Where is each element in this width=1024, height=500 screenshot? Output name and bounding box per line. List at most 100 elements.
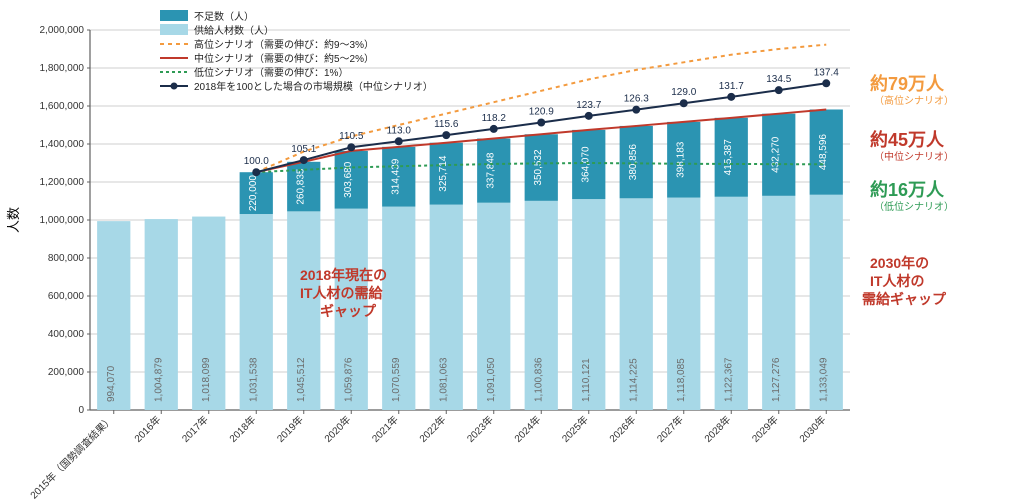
supply-value-label: 1,100,836 (533, 357, 544, 402)
supply-value-label: 1,059,876 (343, 357, 354, 402)
index-point-label: 100.0 (244, 156, 269, 167)
shortage-value-label: 448,596 (818, 134, 829, 171)
ytick-label: 1,400,000 (40, 139, 85, 150)
supply-value-label: 1,018,099 (201, 357, 212, 402)
annotation: 約16万人 (870, 179, 945, 200)
chart-svg: 0200,000400,000600,000800,0001,000,0001,… (0, 0, 1024, 500)
xtick-label: 2017年 (179, 413, 211, 445)
shortage-value-label: 325,714 (438, 155, 449, 192)
supply-value-label: 1,045,512 (296, 357, 307, 402)
index-point-label: 115.6 (434, 119, 459, 130)
shortage-value-label: 350,532 (533, 149, 544, 186)
index-point-label: 137.4 (814, 67, 839, 78)
xtick-label: 2019年 (274, 413, 306, 445)
shortage-value-label: 380,856 (628, 144, 639, 181)
legend-swatch (160, 10, 188, 21)
ytick-label: 0 (78, 405, 84, 416)
supply-value-label: 1,031,538 (248, 357, 259, 402)
xtick-label: 2021年 (369, 413, 401, 445)
index-point-label: 110.5 (339, 131, 364, 142)
supply-value-label: 994,070 (106, 365, 117, 402)
ytick-label: 2,000,000 (40, 25, 85, 36)
index-marker (395, 137, 403, 145)
index-marker (680, 99, 688, 107)
supply-value-label: 1,110,121 (581, 358, 592, 402)
supply-value-label: 1,070,559 (391, 357, 402, 402)
shortage-value-label: 432,270 (771, 136, 782, 173)
legend-marker (171, 83, 178, 90)
index-marker (727, 93, 735, 101)
ytick-label: 1,600,000 (40, 101, 85, 112)
annotation: 約45万人 (870, 129, 945, 150)
annotation: IT人材の需給 (300, 285, 383, 301)
chart-container: 0200,000400,000600,000800,0001,000,0001,… (0, 0, 1024, 500)
index-marker (300, 156, 308, 164)
legend-label: 2018年を100とした場合の市場規模（中位シナリオ） (194, 80, 433, 93)
xtick-label: 2030年 (796, 413, 828, 445)
shortage-value-label: 398,183 (676, 141, 687, 178)
annotation: 約79万人 (870, 73, 945, 94)
index-marker (822, 79, 830, 87)
index-point-label: 129.0 (671, 87, 696, 98)
xtick-label: 2028年 (701, 413, 733, 445)
xtick-label: 2025年 (559, 413, 591, 445)
index-marker (585, 112, 593, 120)
annotation: ギャップ (320, 303, 377, 319)
legend-label: 中位シナリオ（需要の伸び：約5～2%） (194, 52, 374, 65)
shortage-value-label: 260,835 (296, 168, 307, 205)
index-marker (537, 119, 545, 127)
xtick-label: 2027年 (654, 413, 686, 445)
annotation: 2018年現在の (300, 267, 387, 283)
legend-label: 高位シナリオ（需要の伸び：約9～3%） (194, 38, 374, 51)
ytick-label: 1,200,000 (40, 177, 85, 188)
index-point-label: 131.7 (719, 81, 744, 92)
index-marker (252, 168, 260, 176)
xtick-label: 2029年 (749, 413, 781, 445)
supply-value-label: 1,004,879 (153, 357, 164, 402)
annotation: （高位シナリオ） (874, 94, 954, 107)
y-axis-title: 人数 (6, 207, 21, 233)
index-marker (632, 106, 640, 114)
index-point-label: 120.9 (529, 107, 554, 118)
legend-label: 不足数（人） (194, 10, 254, 23)
ytick-label: 800,000 (48, 253, 85, 264)
xtick-label: 2015年（国勢調査結果） (27, 413, 116, 500)
xtick-label: 2020年 (321, 413, 353, 445)
xtick-label: 2026年 (606, 413, 638, 445)
supply-value-label: 1,133,049 (818, 357, 829, 402)
ytick-label: 1,000,000 (40, 215, 85, 226)
index-point-label: 123.7 (576, 100, 601, 111)
index-point-label: 105.1 (291, 144, 316, 155)
annotation: （低位シナリオ） (874, 200, 954, 213)
shortage-value-label: 314,439 (391, 158, 402, 195)
supply-value-label: 1,114,225 (628, 358, 639, 402)
shortage-value-label: 220,000 (248, 175, 259, 212)
ytick-label: 400,000 (48, 329, 85, 340)
xtick-label: 2024年 (511, 413, 543, 445)
supply-value-label: 1,118,085 (676, 358, 687, 402)
xtick-label: 2022年 (416, 413, 448, 445)
index-point-label: 134.5 (766, 74, 791, 85)
xtick-label: 2016年 (131, 413, 163, 445)
supply-value-label: 1,091,050 (486, 357, 497, 402)
index-marker (490, 125, 498, 133)
index-marker (347, 143, 355, 151)
index-point-label: 126.3 (624, 94, 649, 105)
supply-value-label: 1,081,063 (438, 357, 449, 402)
xtick-label: 2023年 (464, 413, 496, 445)
supply-value-label: 1,122,367 (723, 357, 734, 402)
legend-label: 低位シナリオ（需要の伸び：1%） (194, 66, 348, 79)
supply-value-label: 1,127,276 (771, 357, 782, 402)
index-point-label: 118.2 (482, 113, 507, 124)
index-marker (775, 86, 783, 94)
legend-swatch (160, 24, 188, 35)
ytick-label: 1,800,000 (40, 63, 85, 74)
annotation: 需給ギャップ (862, 291, 947, 307)
annotation: IT人材の (870, 273, 924, 289)
index-marker (442, 131, 450, 139)
legend-label: 供給人材数（人） (194, 24, 274, 37)
annotation: 2030年の (870, 255, 929, 271)
ytick-label: 200,000 (48, 367, 85, 378)
xtick-label: 2018年 (226, 413, 258, 445)
shortage-value-label: 337,848 (486, 152, 497, 189)
